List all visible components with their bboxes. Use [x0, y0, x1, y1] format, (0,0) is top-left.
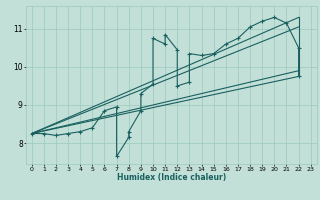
- X-axis label: Humidex (Indice chaleur): Humidex (Indice chaleur): [116, 173, 226, 182]
